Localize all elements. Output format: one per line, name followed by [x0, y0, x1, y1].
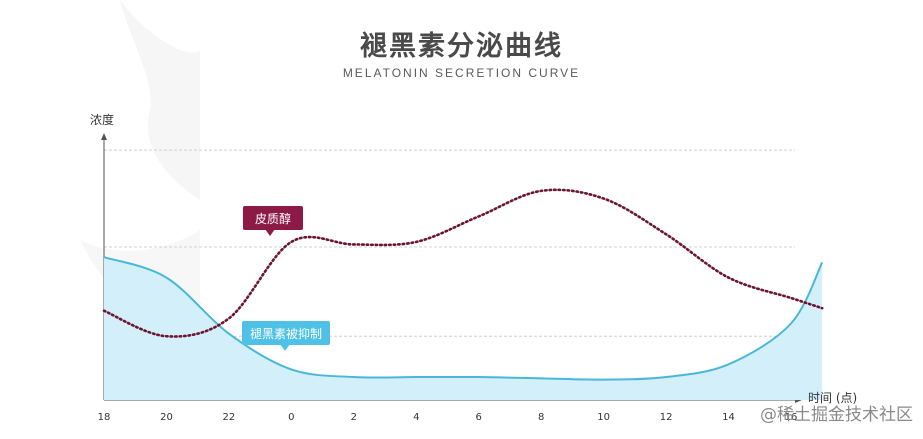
x-tick-label-22: 22	[223, 412, 236, 423]
x-tick-label-18: 18	[98, 412, 111, 423]
chart-subtitle: MELATONIN SECRETION CURVE	[342, 66, 581, 80]
x-tick-label-16: 16	[785, 412, 798, 423]
x-tick-labels: 18 20 22 0 2 4 6 8 10 12 14 16	[98, 412, 798, 423]
y-axis-label: 浓度	[90, 112, 114, 127]
melatonin-area	[104, 257, 823, 400]
x-tick-label-20: 20	[160, 412, 173, 423]
cortisol-label: 皮质醇	[243, 206, 303, 236]
y-axis-arrow	[101, 133, 107, 140]
x-tick-label-12: 12	[660, 412, 673, 423]
melatonin-line	[103, 256, 824, 381]
x-tick-label-6: 6	[476, 412, 482, 423]
chart-title: 褪黑素分泌曲线	[360, 31, 563, 62]
melatonin-label-text: 褪黑素被抑制	[250, 326, 322, 341]
x-tick-label-4: 4	[413, 412, 419, 423]
cortisol-line	[102, 188, 824, 338]
x-tick-label-10: 10	[597, 412, 610, 423]
watermark: @稀土掘金技术社区	[760, 405, 913, 425]
x-tick-label-8: 8	[538, 412, 544, 423]
x-tick-label-14: 14	[722, 412, 735, 423]
x-axis-label: 时间 (点)	[808, 391, 857, 405]
x-tick-label-0: 0	[288, 412, 294, 423]
grid-lines	[104, 149, 795, 337]
x-tick-label-2: 2	[351, 412, 357, 423]
cortisol-label-text: 皮质醇	[255, 211, 291, 226]
melatonin-label: 褪黑素被抑制	[242, 321, 330, 351]
